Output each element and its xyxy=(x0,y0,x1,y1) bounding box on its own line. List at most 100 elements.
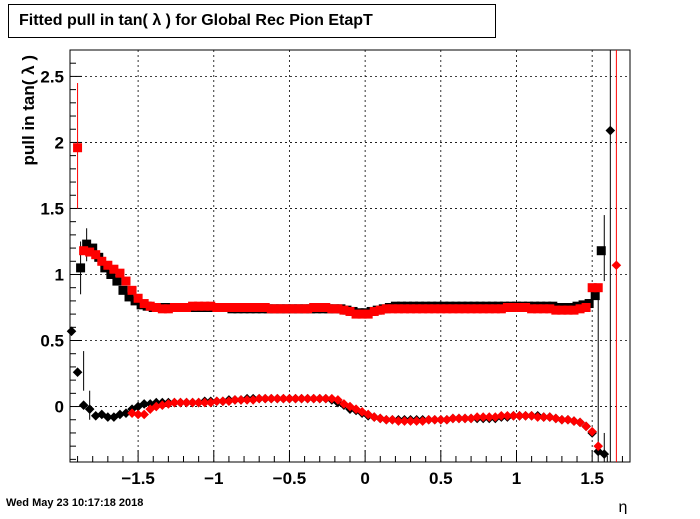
series-1-point xyxy=(490,304,500,314)
series-3-point xyxy=(593,441,604,451)
x-tick-label: 0.5 xyxy=(429,469,453,488)
series-3-point xyxy=(133,409,143,420)
series-1-point xyxy=(515,303,525,312)
series-3-point xyxy=(351,404,361,414)
series-1-point xyxy=(363,309,373,319)
series-1-point xyxy=(369,306,379,316)
series-1-point xyxy=(297,304,307,314)
series-1-point xyxy=(545,304,555,314)
series-1-point xyxy=(502,303,512,312)
series-1-point xyxy=(266,304,276,314)
series-1-point xyxy=(278,304,288,314)
series-3-point xyxy=(472,412,482,422)
series-1-point xyxy=(521,303,531,312)
series-2-point xyxy=(72,367,83,378)
series-1-point xyxy=(73,143,83,153)
series-1-point xyxy=(79,246,89,256)
y-tick-label: 1.5 xyxy=(40,199,64,218)
series-1-point xyxy=(387,304,397,314)
series-3-point xyxy=(393,416,404,426)
series-1-point xyxy=(339,305,349,315)
series-3-point xyxy=(181,397,192,408)
series-2-point xyxy=(593,446,604,457)
series-3-point xyxy=(333,395,343,405)
series-3-point xyxy=(272,393,283,404)
series-1-point xyxy=(478,304,488,314)
series-3-point xyxy=(478,412,488,422)
series-3-point xyxy=(490,412,501,422)
series-1-point xyxy=(212,303,222,312)
series-1-point xyxy=(175,303,185,312)
series-1-point xyxy=(157,304,167,314)
series-1-point xyxy=(91,250,101,260)
series-3-point xyxy=(448,413,458,424)
series-0-point xyxy=(106,269,116,279)
series-1-point xyxy=(533,304,543,314)
timestamp: Wed May 23 10:17:18 2018 xyxy=(6,497,144,509)
series-2-point xyxy=(599,449,610,459)
series-2-point xyxy=(84,404,95,414)
series-1-point xyxy=(448,304,458,314)
series-1-point xyxy=(333,304,343,314)
series-3-point xyxy=(139,409,149,420)
series-1-point xyxy=(460,304,470,314)
series-1-point xyxy=(581,303,591,312)
series-1-point xyxy=(236,303,246,312)
series-1-point xyxy=(127,285,137,295)
series-3-point xyxy=(230,395,240,405)
series-1-point xyxy=(272,304,282,314)
y-tick-label: 0.5 xyxy=(40,332,64,351)
series-3-point xyxy=(205,397,216,408)
series-1-point xyxy=(442,304,452,314)
y-axis-label: pull in tan( λ ) xyxy=(19,55,38,166)
series-1-point xyxy=(575,304,585,314)
series-0-point xyxy=(596,246,606,256)
series-1-point xyxy=(430,304,440,314)
series-3-point xyxy=(314,393,325,404)
chart-title: Fitted pull in tan( λ ) for Global Rec P… xyxy=(8,4,496,38)
series-3-point xyxy=(169,397,180,408)
series-0-point xyxy=(124,292,134,302)
series-3-point xyxy=(320,393,331,404)
x-tick-label: −1.5 xyxy=(121,469,155,488)
series-1-point xyxy=(357,309,367,319)
series-3-point xyxy=(460,413,470,424)
series-1-point xyxy=(248,303,258,312)
x-tick-label: −0.5 xyxy=(273,469,307,488)
series-1-point xyxy=(303,304,313,314)
series-1-point xyxy=(254,303,264,312)
series-3-point xyxy=(296,393,307,404)
series-1-point xyxy=(569,305,579,315)
series-3-point xyxy=(375,413,386,424)
series-1-point xyxy=(484,304,494,314)
series-1-point xyxy=(163,304,173,314)
series-3-point xyxy=(290,393,301,404)
series-3-point xyxy=(496,410,507,421)
series-2-point xyxy=(109,412,119,422)
series-1-point xyxy=(103,260,113,270)
series-3-point xyxy=(405,416,416,426)
series-3-point xyxy=(260,393,271,404)
series-1-point xyxy=(97,256,107,266)
series-1-point xyxy=(496,304,506,314)
series-1-point xyxy=(345,306,355,316)
series-1-point xyxy=(260,303,270,312)
series-1-point xyxy=(321,303,331,312)
series-3-point xyxy=(429,414,440,425)
series-3-point xyxy=(436,414,446,425)
series-1-point xyxy=(218,303,228,312)
series-1-point xyxy=(375,305,385,315)
series-3-point xyxy=(308,393,319,404)
series-3-point xyxy=(175,397,186,408)
series-3-point xyxy=(399,416,410,426)
series-2-point xyxy=(121,408,131,418)
series-3-point xyxy=(193,397,204,408)
series-1-point xyxy=(399,304,409,314)
series-3-point xyxy=(502,410,513,421)
series-1-point xyxy=(291,304,301,314)
series-3-point xyxy=(587,426,597,437)
series-3-point xyxy=(484,412,495,422)
series-3-point xyxy=(532,412,543,422)
series-0-point xyxy=(112,276,122,286)
